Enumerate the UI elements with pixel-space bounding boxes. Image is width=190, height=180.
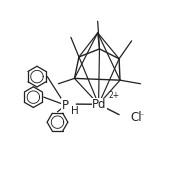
Text: P: P bbox=[62, 99, 69, 112]
Text: ⁻: ⁻ bbox=[139, 111, 143, 120]
Text: Cl: Cl bbox=[131, 111, 142, 124]
Text: Pd: Pd bbox=[92, 98, 107, 111]
Text: H: H bbox=[70, 106, 78, 116]
Text: 2+: 2+ bbox=[108, 91, 120, 100]
